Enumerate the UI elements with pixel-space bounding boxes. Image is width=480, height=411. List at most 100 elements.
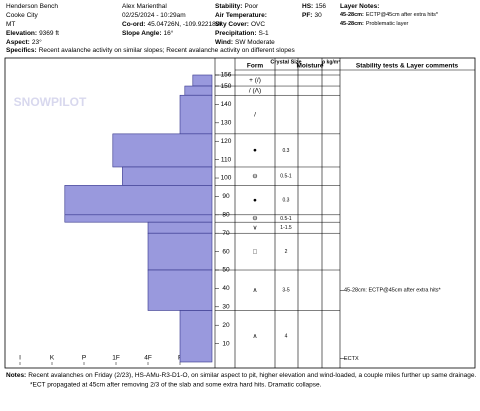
field: 02/25/2024 - 10:29am <box>122 12 186 19</box>
field-value: SW Moderate <box>235 39 275 46</box>
col-moisture: Moisture <box>296 63 323 70</box>
field: 45-28cm: Problematic layer <box>340 21 409 27</box>
frame <box>4 57 476 369</box>
y-tick-label: 140 <box>221 101 232 108</box>
field: 45-28cm: ECTP@45cm after extra hits* <box>340 12 439 18</box>
field-label: Wind: <box>215 39 233 46</box>
field-label: Co-ord: <box>122 21 145 28</box>
field-label: Air Temperature: <box>215 12 267 19</box>
layer-form: ∨ <box>253 224 258 231</box>
layer-size: 0.3 <box>283 148 290 154</box>
field-label: Slope Angle: <box>122 30 161 37</box>
field-value: 23° <box>32 38 42 46</box>
notes-line: Recent avalanches on Friday (2/23), HS-A… <box>28 372 476 379</box>
field-label: Stability: <box>215 3 242 10</box>
y-tick-label: 120 <box>221 138 232 145</box>
layer-size: 0.5-1 <box>280 216 292 222</box>
field: Co-ord: 45.04726N, -109.92218W <box>122 21 223 28</box>
bar <box>64 185 213 216</box>
layer-form: □ <box>253 248 257 255</box>
x-tick-label: I <box>19 355 21 362</box>
layer-form: ● <box>253 147 257 154</box>
bar <box>122 166 213 186</box>
field: Cooke City <box>6 12 39 19</box>
field-value: 45.04726N, -109.92218W <box>147 21 222 28</box>
field-value: Recent avalanche activity on similar slo… <box>39 47 296 54</box>
field-value: S-1 <box>259 30 270 37</box>
x-tick-label: 1F <box>112 355 120 362</box>
field-value: 02/25/2024 - 10:29am <box>122 12 186 19</box>
y-tick-label: 20 <box>222 322 230 329</box>
field-value: Problematic layer <box>366 21 409 27</box>
field-value: Poor <box>244 3 259 10</box>
field: Precipitation: S-1 <box>215 30 269 37</box>
field-value: Cooke City <box>6 12 39 19</box>
field: HS: 156 <box>302 3 326 10</box>
y-tick-label: 60 <box>222 248 230 255</box>
field-value: Henderson Bench <box>6 3 58 10</box>
layer-size: 0.3 <box>283 197 290 203</box>
comment: 45-28cm: ECTP@45cm after extra hits* <box>344 288 442 294</box>
y-tick-label: 100 <box>221 175 232 182</box>
layer-size: 4 <box>285 334 288 340</box>
field-value: Alex Marienthal <box>122 3 167 10</box>
bar <box>147 269 213 311</box>
layer-size: 2 <box>285 249 288 255</box>
field-label: Elevation: <box>6 30 37 37</box>
field-label: Precipitation: <box>215 30 257 37</box>
layer-form: ⊖ <box>252 173 258 180</box>
x-tick-label: 4F <box>144 355 152 362</box>
field-label: Specifics: <box>6 47 37 54</box>
field: PF: 30 <box>302 12 322 19</box>
field-value: MT <box>6 21 15 28</box>
field-value: 156 <box>315 3 326 10</box>
field: Henderson Bench <box>6 3 58 10</box>
field: Alex Marienthal <box>122 3 167 10</box>
field: Specifics: Recent avalanche activity on s… <box>6 47 296 54</box>
col-form: Form <box>247 63 263 70</box>
field-value: 30 <box>314 12 322 19</box>
col-density: ρ kg/m³ <box>322 59 340 65</box>
y-tick-label: 30 <box>222 304 230 311</box>
layer-form: ∧ <box>253 333 258 340</box>
field-label: PF: <box>302 12 312 19</box>
logo: SNOWPILOT <box>14 95 87 109</box>
field: Air Temperature: <box>215 12 267 19</box>
bar <box>147 232 213 271</box>
field-label: Sky Cover: <box>215 21 249 28</box>
x-tick-label: P <box>82 355 86 362</box>
field: Sky Cover: OVC <box>215 21 265 28</box>
field-label: Aspect: <box>6 39 30 46</box>
x-tick-label: K <box>50 355 55 362</box>
field-label: HS: <box>302 3 313 10</box>
y-tick-label: 110 <box>221 156 232 163</box>
y-tick-label: 90 <box>222 193 230 200</box>
table-columns <box>214 58 341 368</box>
field: Wind: SW Moderate <box>215 39 275 46</box>
y-tick-label: 10 <box>222 340 230 347</box>
field-value: OVC <box>251 21 265 28</box>
field-value: 16° <box>163 29 173 37</box>
layer-form: ∧ <box>253 287 258 294</box>
bar <box>64 214 213 223</box>
layer-size: 0.5-1 <box>280 174 292 180</box>
notes-line: *ECT propagated at 45cm after removing 2… <box>30 382 322 389</box>
bar <box>192 74 213 87</box>
comment: ECTX <box>344 356 359 362</box>
field: MT <box>6 21 15 28</box>
y-tick-label: 40 <box>222 285 230 292</box>
notes-label: Notes: <box>6 372 26 379</box>
layer-form: / <box>254 111 256 118</box>
field-label: Layer Notes: <box>340 3 379 10</box>
field: Aspect: 23° <box>6 38 42 46</box>
field: Stability: Poor <box>215 3 259 10</box>
field-value: ECTP@45cm after extra hits* <box>366 12 439 18</box>
layer-form: / (Λ) <box>249 87 261 94</box>
field: Layer Notes: <box>340 3 379 10</box>
col-size: Crystal Size <box>270 59 301 65</box>
y-tick-label: 130 <box>221 120 232 127</box>
bar <box>184 85 213 96</box>
bar <box>147 221 213 234</box>
layer-size: 1-1.5 <box>280 225 292 231</box>
